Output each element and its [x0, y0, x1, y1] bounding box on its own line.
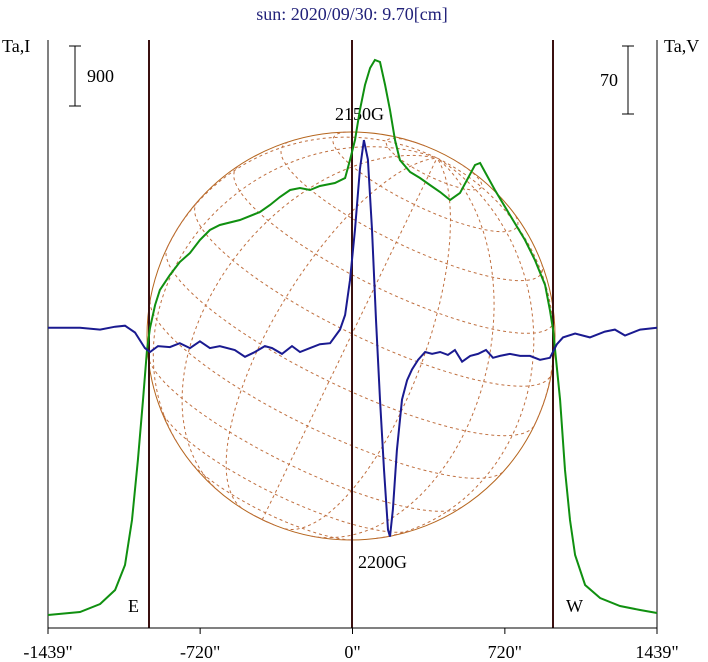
disk-grid: [233, 166, 555, 334]
disk-grid: [160, 409, 412, 533]
disk-grid: [280, 141, 544, 282]
x-tick-label: -1439": [23, 642, 72, 662]
disk-grid: [225, 157, 438, 509]
disk-grid: [249, 512, 275, 526]
scale-bar: [622, 45, 634, 115]
disk-grid: [376, 157, 535, 539]
annotation: W: [566, 596, 583, 616]
annotation: E: [128, 596, 139, 616]
disk-grid: [436, 157, 555, 425]
series-line: [47, 58, 658, 616]
disk-grid: [194, 201, 553, 387]
x-tick-label: 1439": [635, 642, 678, 662]
chart-title: sun: 2020/09/30: 9.70[cm]: [256, 4, 448, 24]
disk-grid: [149, 301, 504, 479]
scale-bar: [69, 45, 81, 107]
annotation: 2200G: [358, 552, 407, 572]
disk-grid: [152, 146, 438, 443]
disk-grid: [189, 460, 354, 541]
x-tick-label: -720": [180, 642, 220, 662]
x-tick-label: 720": [488, 642, 522, 662]
disk-grid: [181, 154, 438, 492]
y2-axis-label: Ta,V: [664, 36, 699, 56]
scale-bar-label: 70: [600, 70, 618, 90]
disk-grid: [147, 355, 463, 512]
series-line: [48, 139, 658, 537]
disk-grid: [165, 247, 536, 437]
scale-bar-label: 900: [87, 66, 114, 86]
solar-disk: [146, 131, 556, 541]
disk-grid: [311, 157, 495, 539]
disk-grid: [385, 137, 483, 191]
x-tick-label: 0": [344, 642, 360, 662]
disk-grid: [261, 157, 438, 520]
y-axis-label: Ta,I: [2, 36, 30, 56]
